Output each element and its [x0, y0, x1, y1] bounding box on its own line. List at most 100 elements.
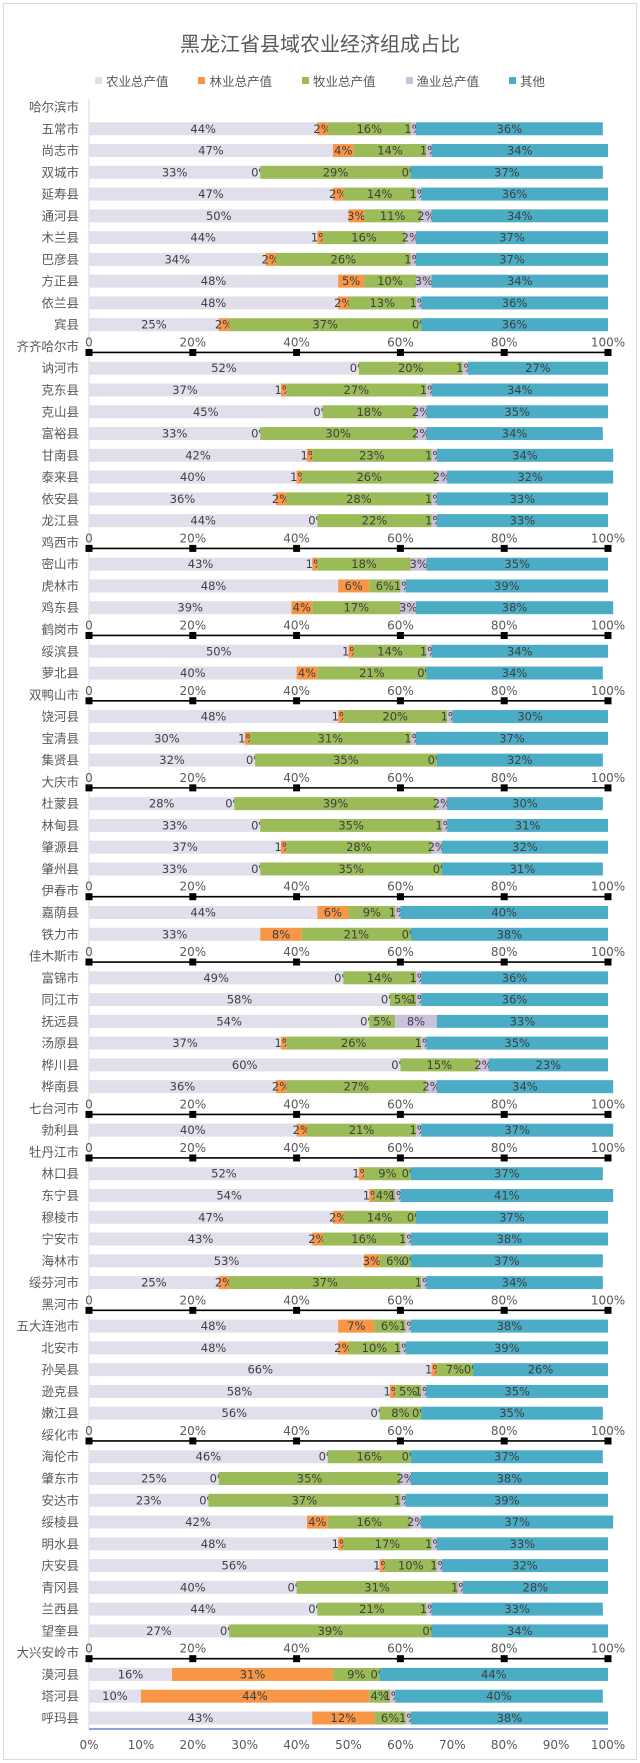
group-axis-marker [604, 784, 612, 792]
bar-segment [436, 1537, 608, 1551]
data-label: 37% [172, 1036, 198, 1050]
data-label: 7% [446, 1363, 464, 1377]
data-label: 33% [162, 927, 188, 941]
data-label: 32% [159, 753, 185, 767]
bar-segment [421, 971, 608, 985]
group-axis-tick-label: 20% [179, 1642, 206, 1656]
bar-segment [410, 1232, 608, 1246]
data-label: 10% [377, 274, 403, 288]
bar-segment [332, 187, 344, 201]
category-label: 哈尔滨市 [29, 100, 79, 115]
group-axis-marker [293, 1306, 301, 1314]
bar-segment [379, 1406, 422, 1420]
group-axis-tick-label: 40% [283, 684, 310, 698]
data-label: 21% [359, 666, 385, 680]
bar-segment [312, 601, 401, 615]
data-label: 31% [318, 731, 344, 745]
data-label: 26% [341, 1036, 367, 1050]
bar-segment [286, 1080, 427, 1094]
data-label: 32% [507, 753, 533, 767]
bar-segment [353, 144, 427, 158]
category-label: 甘南县 [41, 448, 79, 463]
data-label: 20% [382, 710, 408, 724]
bar-segment [343, 187, 416, 201]
category-label: 塔河县 [41, 1689, 79, 1704]
bar-segment [286, 840, 432, 854]
data-label: 39% [318, 1624, 344, 1638]
group-axis-marker [500, 1110, 508, 1118]
group-axis-marker [189, 1306, 197, 1314]
bar-segment [89, 1036, 282, 1050]
group-axis-marker [85, 1154, 93, 1162]
category-label: 泰来县 [41, 470, 79, 485]
category-label: 东宁县 [41, 1188, 79, 1203]
group-axis-tick-label: 40% [283, 1293, 310, 1307]
data-label: 38% [497, 1232, 523, 1246]
bar-segment [441, 862, 603, 876]
bar-segment [426, 1276, 603, 1290]
group-axis-marker [396, 1655, 404, 1663]
data-label: 37% [312, 1276, 338, 1290]
bar-segment [312, 1232, 323, 1246]
data-label: 14% [377, 144, 403, 158]
group-axis-marker [500, 348, 508, 356]
group-axis-tick-label: 100% [591, 1097, 625, 1111]
group-axis-marker [604, 1110, 612, 1118]
bar-segment [89, 1580, 297, 1594]
category-label: 大庆市 [41, 774, 79, 789]
data-label: 37% [172, 383, 198, 397]
group-axis-marker [189, 784, 197, 792]
bar-segment [395, 1189, 401, 1202]
group-axis-tick-label: 20% [179, 1424, 206, 1438]
bar-segment [338, 274, 365, 288]
category-label: 同江市 [41, 992, 79, 1007]
data-label: 14% [367, 187, 393, 201]
data-label: 34% [164, 252, 190, 266]
bar-segment [291, 601, 313, 615]
bar-segment [436, 448, 614, 462]
data-label: 34% [507, 1624, 533, 1638]
data-label: 3% [399, 601, 417, 615]
data-label: 2% [407, 1515, 425, 1529]
legend-swatch [94, 77, 102, 84]
bar-segment [467, 361, 608, 375]
category-label: 青冈县 [41, 1580, 79, 1595]
bar-segment [327, 122, 411, 136]
bar-segment [89, 993, 391, 1007]
data-label: 35% [338, 818, 364, 832]
bar-segment [89, 1123, 297, 1137]
data-label: 43% [188, 1711, 214, 1725]
group-axis-marker [189, 958, 197, 966]
data-label: 2% [329, 1210, 347, 1224]
data-label: 9% [363, 905, 381, 919]
data-label: 35% [338, 862, 364, 876]
data-label: 30% [325, 427, 351, 441]
bar-segment [436, 797, 448, 811]
bar-segment [89, 1559, 380, 1573]
bar-segment [338, 710, 344, 724]
legend-item: 牧业总产值 [301, 71, 376, 90]
data-label: 14% [377, 644, 403, 658]
group-axis-marker [396, 1306, 404, 1314]
bar-segment [343, 710, 448, 724]
category-label: 兰西县 [41, 1602, 79, 1617]
bar-segment [89, 1406, 380, 1420]
data-label: 16% [356, 1515, 382, 1529]
group-axis-marker [604, 1154, 612, 1162]
bar-segment [338, 296, 349, 310]
data-label: 27% [146, 1624, 172, 1638]
bar-segment [218, 318, 230, 332]
bar-segment [312, 1711, 375, 1725]
group-axis-tick-label: 20% [179, 1097, 206, 1111]
group-axis-tick-label: 60% [387, 335, 414, 349]
bar-segment [431, 514, 437, 528]
data-label: 10% [398, 1559, 424, 1573]
bar-segment [369, 1689, 391, 1703]
data-label: 48% [201, 296, 227, 310]
group-axis-tick-label: 100% [591, 771, 625, 785]
group-axis-tick-label: 60% [387, 1424, 414, 1438]
category-label: 牡丹江市 [29, 1144, 79, 1159]
bar-segment [395, 1384, 422, 1398]
bar-segment [415, 274, 432, 288]
data-label: 28% [346, 840, 372, 854]
